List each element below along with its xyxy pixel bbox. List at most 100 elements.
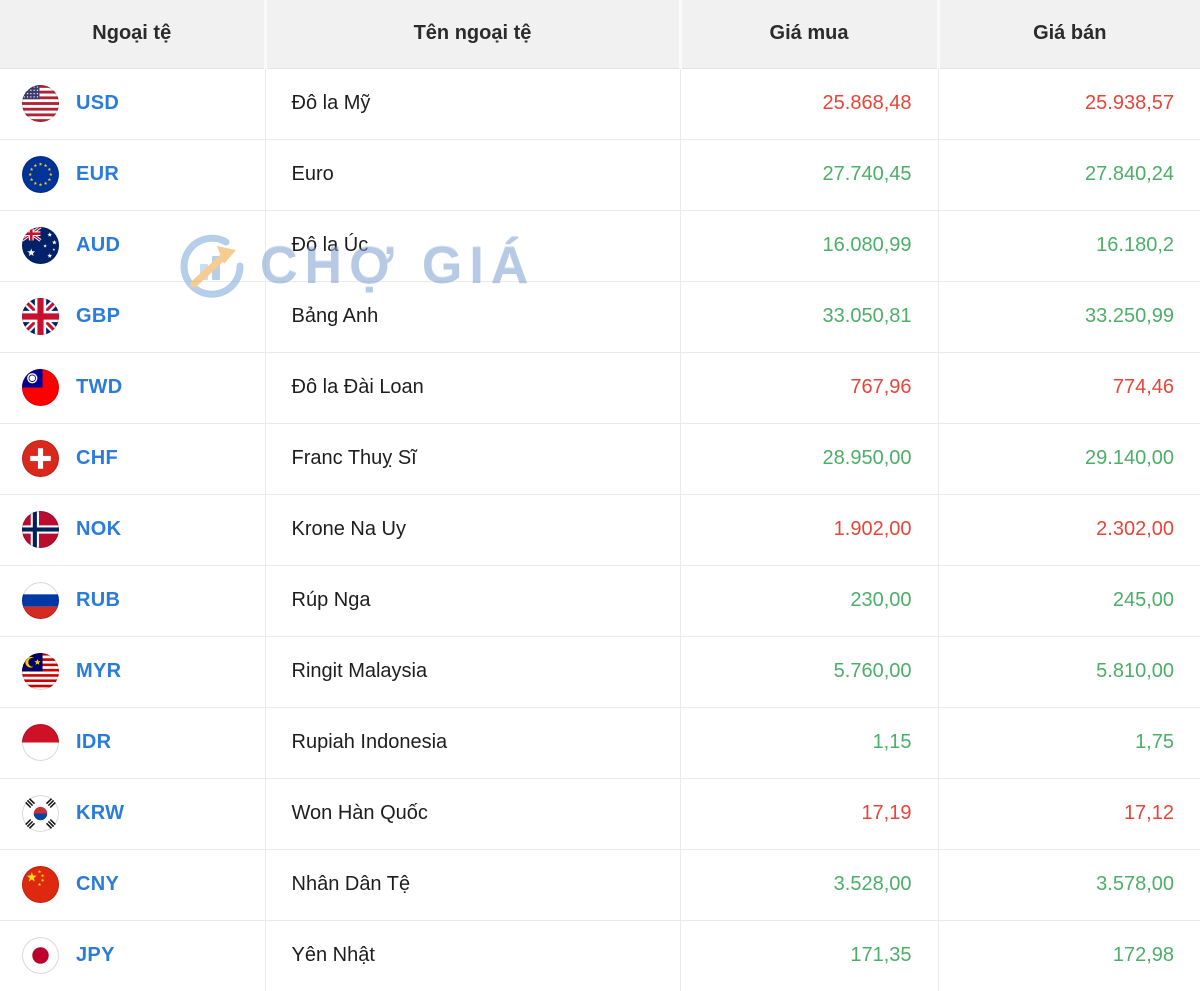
rate-row-twd[interactable]: TWD Đô la Đài Loan 767,96 774,46 xyxy=(0,352,1200,424)
currency-code: GBP xyxy=(76,305,121,327)
currency-name: Nhân Dân Tệ xyxy=(265,849,681,921)
currency-name: Đô la Đài Loan xyxy=(265,352,681,424)
rate-row-chf[interactable]: CHF Franc Thuỵ Sĩ 28.950,00 29.140,00 xyxy=(0,423,1200,495)
currency-name: Rupiah Indonesia xyxy=(265,707,681,779)
rate-row-usd[interactable]: USD Đô la Mỹ 25.868,48 25.938,57 xyxy=(0,68,1200,140)
sell-price: 3.578,00 xyxy=(938,849,1200,921)
sell-price: 5.810,00 xyxy=(938,636,1200,708)
currency-cell-content: NOK xyxy=(22,511,265,548)
rate-row-idr[interactable]: IDR Rupiah Indonesia 1,15 1,75 xyxy=(0,707,1200,779)
rate-row-jpy[interactable]: JPY Yên Nhật 171,35 172,98 xyxy=(0,920,1200,991)
sell-price: 1,75 xyxy=(938,707,1200,779)
table-header: Ngoại tệ Tên ngoại tệ Giá mua Giá bán xyxy=(0,0,1200,69)
currency-cell-content: RUB xyxy=(22,582,265,619)
sell-price: 172,98 xyxy=(938,920,1200,991)
buy-price: 27.740,45 xyxy=(680,139,939,211)
us-flag-icon xyxy=(22,85,59,122)
currency-code: TWD xyxy=(76,376,123,398)
currency-cell: GBP xyxy=(0,281,266,353)
currency-name: Krone Na Uy xyxy=(265,494,681,566)
gb-flag-icon xyxy=(22,298,59,335)
rate-row-gbp[interactable]: GBP Bảng Anh 33.050,81 33.250,99 xyxy=(0,281,1200,353)
buy-price: 33.050,81 xyxy=(680,281,939,353)
sell-price: 16.180,2 xyxy=(938,210,1200,282)
sell-price: 29.140,00 xyxy=(938,423,1200,495)
currency-name: Rúp Nga xyxy=(265,565,681,637)
currency-code: USD xyxy=(76,92,120,114)
currency-name: Euro xyxy=(265,139,681,211)
id-flag-icon xyxy=(22,724,59,761)
currency-name: Đô la Úc xyxy=(265,210,681,282)
tw-flag-icon xyxy=(22,369,59,406)
buy-price: 25.868,48 xyxy=(680,68,939,140)
currency-code: MYR xyxy=(76,660,122,682)
currency-cell: IDR xyxy=(0,707,266,779)
buy-price: 1.902,00 xyxy=(680,494,939,566)
currency-cell: JPY xyxy=(0,920,266,991)
rates-table-body: USD Đô la Mỹ 25.868,48 25.938,57 EUR Eur… xyxy=(0,68,1200,991)
no-flag-icon xyxy=(22,511,59,548)
my-flag-icon xyxy=(22,653,59,690)
currency-name: Franc Thuỵ Sĩ xyxy=(265,423,681,495)
currency-name: Đô la Mỹ xyxy=(265,68,681,140)
rate-row-aud[interactable]: AUD Đô la Úc 16.080,99 16.180,2 xyxy=(0,210,1200,282)
buy-price: 1,15 xyxy=(680,707,939,779)
col-header-currency: Ngoại tệ xyxy=(0,0,265,69)
currency-cell-content: TWD xyxy=(22,369,265,406)
col-header-name: Tên ngoại tệ xyxy=(263,0,680,69)
currency-cell: TWD xyxy=(0,352,266,424)
currency-code: EUR xyxy=(76,163,120,185)
ru-flag-icon xyxy=(22,582,59,619)
header-row: Ngoại tệ Tên ngoại tệ Giá mua Giá bán xyxy=(0,0,1200,69)
currency-code: NOK xyxy=(76,518,122,540)
jp-flag-icon xyxy=(22,937,59,975)
rate-row-krw[interactable]: KRW Won Hàn Quốc 17,19 17,12 xyxy=(0,778,1200,850)
buy-price: 230,00 xyxy=(680,565,939,637)
currency-name: Bảng Anh xyxy=(265,281,681,353)
sell-price: 774,46 xyxy=(938,352,1200,424)
rate-row-myr[interactable]: MYR Ringit Malaysia 5.760,00 5.810,00 xyxy=(0,636,1200,708)
currency-cell-content: MYR xyxy=(22,653,265,690)
col-header-buy: Giá mua xyxy=(678,0,938,69)
kr-flag-icon xyxy=(22,795,59,832)
sell-price: 2.302,00 xyxy=(938,494,1200,566)
buy-price: 17,19 xyxy=(680,778,939,850)
currency-cell: MYR xyxy=(0,636,266,708)
buy-price: 767,96 xyxy=(680,352,939,424)
currency-cell-content: EUR xyxy=(22,156,265,193)
currency-name: Ringit Malaysia xyxy=(265,636,681,708)
currency-name: Won Hàn Quốc xyxy=(265,778,681,850)
cn-flag-icon xyxy=(22,866,59,903)
currency-cell-content: IDR xyxy=(22,724,265,761)
currency-code: IDR xyxy=(76,731,112,753)
buy-price: 28.950,00 xyxy=(680,423,939,495)
currency-cell: NOK xyxy=(0,494,266,566)
sell-price: 17,12 xyxy=(938,778,1200,850)
buy-price: 16.080,99 xyxy=(680,210,939,282)
currency-cell: USD xyxy=(0,68,266,140)
currency-name: Yên Nhật xyxy=(265,920,681,991)
rate-row-nok[interactable]: NOK Krone Na Uy 1.902,00 2.302,00 xyxy=(0,494,1200,566)
currency-code: AUD xyxy=(76,234,121,256)
currency-cell-content: GBP xyxy=(22,298,265,335)
sell-price: 245,00 xyxy=(938,565,1200,637)
currency-code: KRW xyxy=(76,802,125,824)
currency-code: CNY xyxy=(76,873,120,895)
rate-row-eur[interactable]: EUR Euro 27.740,45 27.840,24 xyxy=(0,139,1200,211)
currency-cell: EUR xyxy=(0,139,266,211)
currency-cell: CNY xyxy=(0,849,266,921)
currency-cell-content: JPY xyxy=(22,937,265,975)
rate-row-rub[interactable]: RUB Rúp Nga 230,00 245,00 xyxy=(0,565,1200,637)
currency-cell-content: CHF xyxy=(22,440,265,477)
buy-price: 3.528,00 xyxy=(680,849,939,921)
currency-cell: RUB xyxy=(0,565,266,637)
col-header-sell: Giá bán xyxy=(936,0,1200,69)
sell-price: 33.250,99 xyxy=(938,281,1200,353)
currency-code: CHF xyxy=(76,447,119,469)
currency-cell-content: CNY xyxy=(22,866,265,903)
currency-cell: CHF xyxy=(0,423,266,495)
currency-code: RUB xyxy=(76,589,121,611)
rate-row-cny[interactable]: CNY Nhân Dân Tệ 3.528,00 3.578,00 xyxy=(0,849,1200,921)
